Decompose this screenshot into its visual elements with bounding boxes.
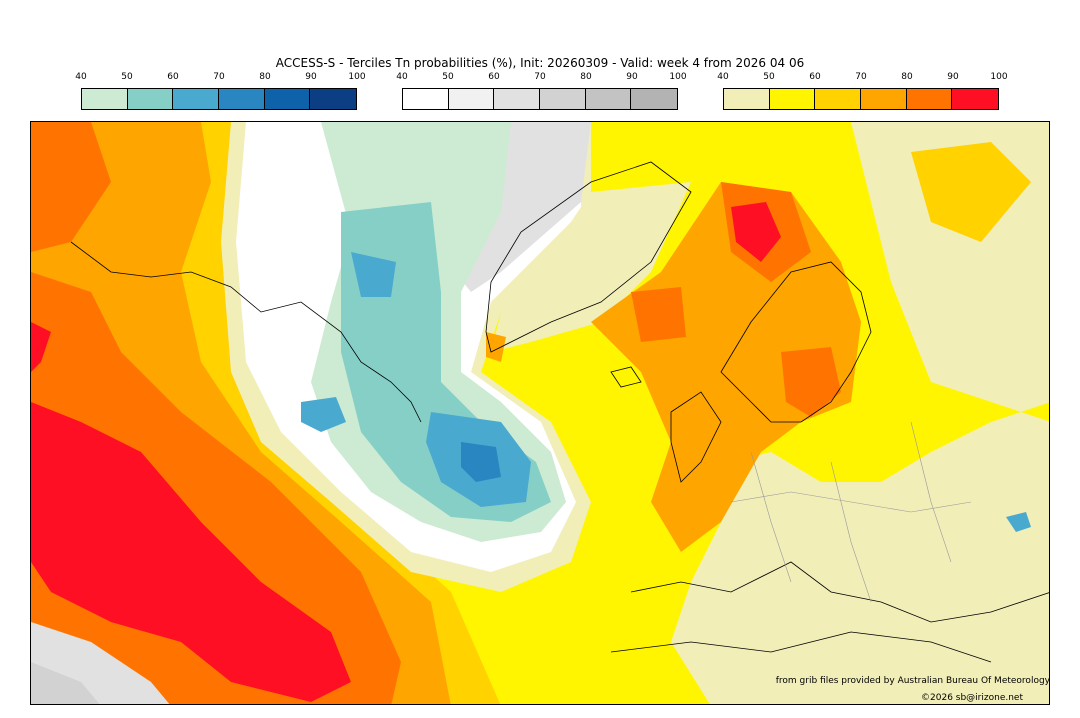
legend-ticks: 40 50 60 70 80 90 100 (717, 70, 1007, 84)
below-normal-blob (351, 252, 396, 297)
hot-spot-west-coast (31, 322, 51, 372)
color-swatch (906, 89, 953, 109)
color-swatch (219, 89, 265, 109)
greenland-warm-edge (486, 332, 506, 362)
tick-label: 70 (213, 72, 225, 82)
legend-ticks: 40 50 60 70 80 90 100 (396, 70, 686, 84)
color-swatch (310, 89, 357, 109)
below-normal-strong (461, 442, 501, 482)
tick-label: 50 (442, 72, 454, 82)
tick-label: 40 (75, 72, 87, 82)
scandinavia-hot (731, 202, 781, 262)
coastline-scandinavia (720, 261, 872, 423)
tick-label: 90 (626, 72, 638, 82)
color-swatch (540, 89, 586, 109)
color-swatch (448, 89, 495, 109)
map-canvas (31, 122, 1049, 704)
copyright-credit: ©2026 sb@irizone.net (921, 693, 1023, 703)
legend-above-normal: 40 50 60 70 80 90 100 (717, 70, 1008, 114)
color-bar (723, 88, 999, 110)
color-swatch (631, 89, 678, 109)
coastline-south-europe (630, 561, 1049, 623)
color-swatch (724, 89, 770, 109)
tick-label: 100 (990, 72, 1008, 82)
color-bar (402, 88, 678, 110)
caspian-below-normal (1006, 512, 1031, 532)
tick-label: 90 (305, 72, 317, 82)
color-swatch (173, 89, 220, 109)
tick-label: 50 (121, 72, 133, 82)
coastline-british-isles (670, 391, 722, 483)
tick-label: 60 (488, 72, 500, 82)
hot-spot-atlantic (31, 402, 351, 702)
probability-map (30, 121, 1050, 705)
tick-label: 40 (717, 72, 729, 82)
coastline-north-america (70, 241, 422, 423)
warm-nw-corner (31, 122, 111, 252)
legend-below-normal: 40 50 60 70 80 90 100 (75, 70, 366, 114)
tick-label: 80 (580, 72, 592, 82)
scandinavia-orange (591, 182, 861, 552)
border-line (830, 461, 872, 603)
baltic-dark-orange (781, 347, 841, 417)
color-swatch (861, 89, 907, 109)
legend-near-normal: 40 50 60 70 80 90 100 (396, 70, 687, 114)
tick-label: 100 (348, 72, 366, 82)
border-line (910, 421, 952, 563)
coastline-north-africa (610, 631, 992, 663)
map-title: ACCESS-S - Terciles Tn probabilities (%)… (275, 56, 805, 70)
source-credit: from grib files provided by Australian B… (775, 676, 1050, 686)
border-line (730, 491, 972, 513)
border-line (750, 451, 792, 583)
coastline-iceland (610, 366, 642, 388)
coastlines (70, 161, 1049, 663)
tick-label: 100 (669, 72, 687, 82)
tick-label: 50 (763, 72, 775, 82)
tick-label: 70 (534, 72, 546, 82)
color-swatch (403, 89, 449, 109)
tick-label: 40 (396, 72, 408, 82)
tick-label: 60 (809, 72, 821, 82)
tick-label: 60 (167, 72, 179, 82)
tick-label: 70 (855, 72, 867, 82)
color-bar (81, 88, 357, 110)
tick-label: 80 (901, 72, 913, 82)
greenland-near-normal (491, 182, 691, 352)
legend-ticks: 40 50 60 70 80 90 100 (75, 70, 365, 84)
color-swatch (264, 89, 311, 109)
color-swatch (494, 89, 541, 109)
color-swatch (127, 89, 174, 109)
color-swatch (815, 89, 862, 109)
color-swatch (769, 89, 816, 109)
tick-label: 80 (259, 72, 271, 82)
color-swatch (952, 89, 999, 109)
country-borders (730, 421, 972, 603)
color-swatch (82, 89, 128, 109)
north-sea-dark-orange (631, 287, 686, 342)
color-swatch (585, 89, 632, 109)
arctic-orange-ne (911, 142, 1031, 242)
europe-light-yellow (671, 122, 1049, 704)
near-normal-sw (31, 662, 100, 704)
below-normal-blob (301, 397, 346, 432)
coastline-greenland (485, 161, 692, 353)
tick-label: 90 (947, 72, 959, 82)
